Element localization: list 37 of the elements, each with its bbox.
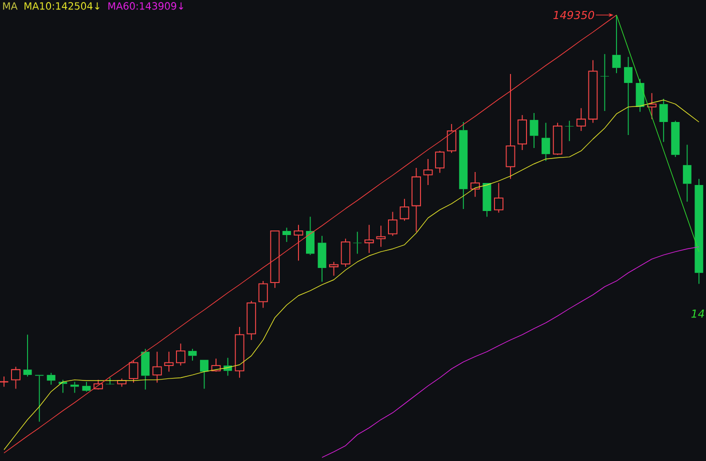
candlestick bbox=[671, 120, 680, 158]
text: MA60:143909↓ bbox=[108, 2, 184, 10]
annotation: 14 bbox=[691, 310, 704, 318]
candlestick bbox=[294, 224, 304, 262]
candlestick bbox=[364, 224, 374, 254]
candlestick bbox=[400, 198, 410, 222]
candlestick bbox=[46, 372, 56, 386]
candlestick bbox=[234, 326, 244, 378]
candlestick bbox=[624, 56, 633, 136]
candlestick bbox=[224, 357, 232, 376]
candlestick bbox=[530, 112, 538, 148]
candlestick bbox=[565, 120, 574, 142]
candlestick bbox=[376, 225, 386, 248]
candlestick bbox=[459, 122, 468, 210]
candlestick bbox=[318, 235, 326, 282]
candlestick bbox=[152, 351, 162, 384]
candlestick bbox=[542, 122, 550, 162]
candlestick bbox=[176, 343, 186, 366]
candlestick bbox=[423, 158, 433, 186]
candlestick bbox=[188, 348, 197, 362]
candlestick bbox=[258, 280, 268, 308]
candlestick bbox=[506, 74, 516, 180]
candlestick bbox=[682, 144, 692, 202]
candlestick bbox=[600, 54, 609, 112]
candlestick bbox=[694, 178, 704, 284]
candlestick bbox=[164, 351, 174, 372]
text: MA10:142504↓ bbox=[24, 2, 100, 10]
candlestick bbox=[282, 227, 291, 242]
legend-title: MA bbox=[3, 2, 18, 10]
candlestick bbox=[470, 172, 480, 198]
candlestick bbox=[23, 334, 32, 377]
candlestick bbox=[576, 108, 586, 132]
candlestick bbox=[647, 92, 657, 120]
candlestick bbox=[141, 348, 150, 390]
annotation: 149350 bbox=[553, 10, 594, 20]
candlestick bbox=[588, 60, 598, 124]
candlestick bbox=[70, 381, 79, 394]
